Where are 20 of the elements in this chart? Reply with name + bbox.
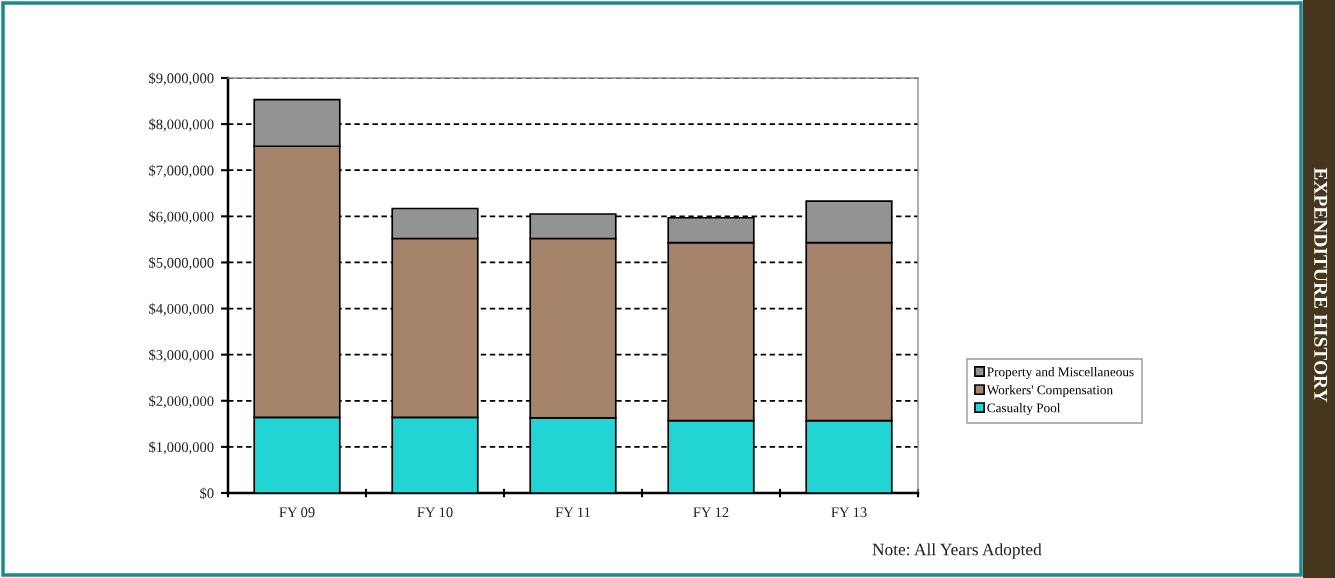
y-tick-label: $7,000,000 <box>149 164 214 178</box>
y-tick-label: $4,000,000 <box>149 303 214 316</box>
legend-label: Property and Miscellaneous <box>987 367 1134 380</box>
x-tick-label: FY 09 <box>279 507 315 518</box>
x-tick-label: FY 12 <box>693 507 729 518</box>
y-tick-label: $2,000,000 <box>149 395 214 409</box>
x-tick-label: FY 11 <box>555 507 591 518</box>
y-tick-label: $1,000,000 <box>149 441 214 455</box>
x-tick-label: FY 13 <box>831 507 867 518</box>
x-tick-label: FY 10 <box>417 507 453 518</box>
y-tick-label: $3,000,000 <box>149 349 214 362</box>
text: Note: All Years Adopted <box>872 543 1042 559</box>
y-tick-label: $6,000,000 <box>149 210 214 224</box>
legend-label: Workers' Compensation <box>986 385 1113 398</box>
y-tick-label: $5,000,000 <box>149 256 214 270</box>
y-tick-label: $9,000,000 <box>149 72 214 86</box>
text: EXPENDITURE HISTORY <box>1314 167 1328 403</box>
y-tick-label: $0 <box>200 487 214 500</box>
legend-label: Casualty Pool <box>987 403 1061 416</box>
y-tick-label: $8,000,000 <box>149 118 214 132</box>
